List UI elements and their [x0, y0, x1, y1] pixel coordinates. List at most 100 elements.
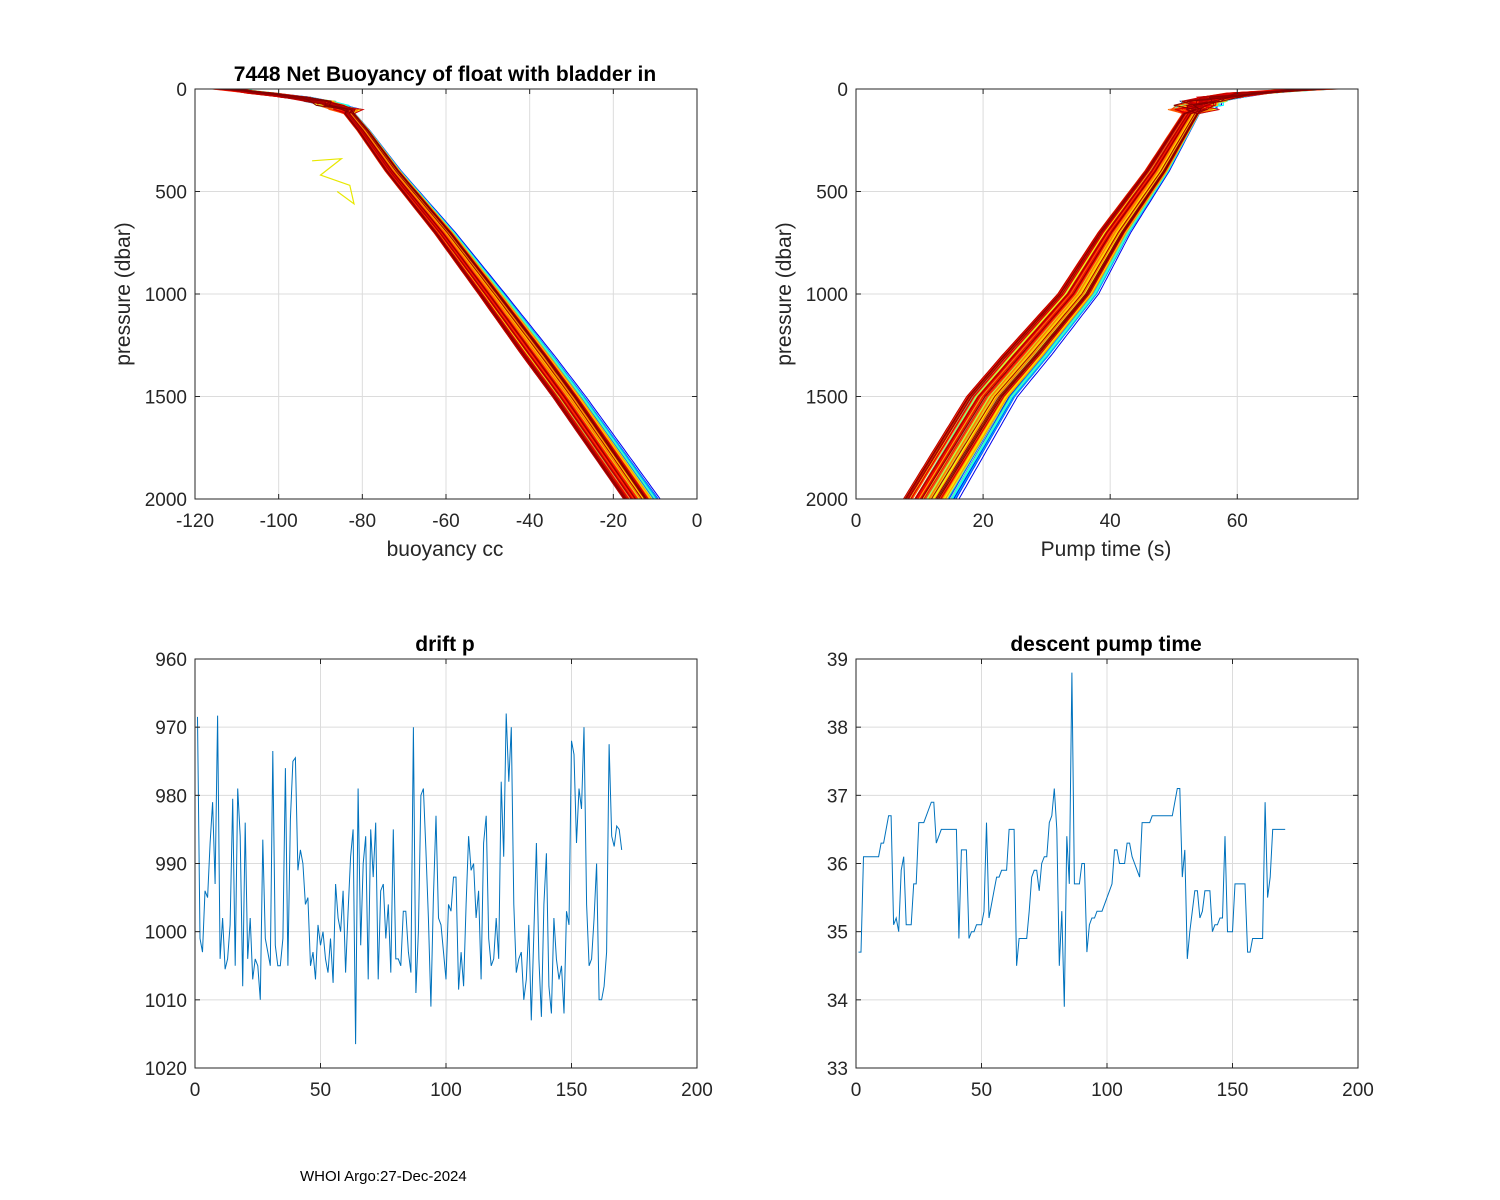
y-tick-label: 1010: [145, 991, 187, 1012]
profile-line: [218, 88, 626, 500]
profile-line: [236, 88, 636, 500]
profile-line: [236, 88, 633, 500]
profile-line: [958, 88, 1331, 500]
profile-line: [945, 88, 1313, 500]
y-tick-label: 1500: [145, 388, 187, 409]
series-line: [197, 713, 623, 1045]
series-line: [858, 672, 1286, 1007]
profile-line: [227, 88, 652, 500]
y-tick-label: 960: [155, 650, 187, 671]
profile-line: [902, 88, 1308, 500]
footer-credit: WHOI Argo:27-Dec-2024: [300, 1168, 467, 1185]
x-tick-label: 200: [681, 1080, 713, 1101]
x-tick-label: 150: [556, 1080, 588, 1101]
y-tick-label: 36: [827, 855, 848, 876]
x-tick-label: 150: [1217, 1080, 1249, 1101]
descent-axes-frame: [855, 658, 1359, 1069]
buoyancy-axes-frame: [194, 88, 698, 500]
pumptime-y-axis-label: pressure (dbar): [773, 222, 796, 366]
drift-pressure-panel: 0 50 100 150 200 960 970 980 990 1000 1010 1020 dri…: [145, 633, 713, 1101]
profile-line: [237, 88, 643, 500]
y-tick-label: 1500: [806, 388, 848, 409]
drift-axes-frame: [194, 658, 698, 1069]
profile-line: [914, 88, 1313, 500]
pumptime-profile-panel: 0 20 40 60 0 500 1000 1500 2000 Pump time (s) pr…: [773, 80, 1359, 561]
drift-tick-labels: 0 50 100 150 200 960 970 980 990 1000 1010 1020: [145, 650, 713, 1101]
y-tick-label: 33: [827, 1059, 848, 1080]
x-tick-label: 50: [971, 1080, 992, 1101]
profile-line: [233, 88, 648, 500]
x-tick-label: -60: [432, 511, 459, 532]
y-tick-label: 35: [827, 923, 848, 944]
profile-line: [915, 88, 1326, 500]
x-tick-label: 100: [430, 1080, 462, 1101]
profile-line: [919, 88, 1327, 500]
pumptime-axes-frame: [855, 88, 1359, 500]
profile-line: [910, 88, 1326, 500]
profile-line: [232, 88, 641, 500]
descent-grid: [855, 658, 1359, 1069]
pumptime-grid: [855, 88, 1358, 500]
x-tick-label: -100: [260, 511, 298, 532]
y-tick-label: 970: [155, 718, 187, 739]
y-tick-label: 39: [827, 650, 848, 671]
buoyancy-x-axis-label: buoyancy cc: [387, 538, 504, 561]
y-tick-label: 2000: [806, 490, 848, 511]
profile-line: [907, 88, 1297, 500]
y-tick-label: 1000: [145, 285, 187, 306]
profile-line: [928, 88, 1321, 500]
y-tick-label: 0: [176, 80, 187, 101]
y-tick-label: 37: [827, 786, 848, 807]
anomaly-profile-line: [312, 157, 355, 206]
x-tick-label: 0: [190, 1080, 201, 1101]
x-tick-label: 0: [851, 511, 862, 532]
x-tick-label: 50: [310, 1080, 331, 1101]
drift-series-line: [197, 713, 623, 1045]
y-tick-label: 1000: [806, 285, 848, 306]
y-tick-label: 980: [155, 786, 187, 807]
buoyancy-chart-title: 7448 Net Buoyancy of float with bladder …: [234, 63, 656, 86]
descent-pump-panel: 0 50 100 150 200 33 34 35 36 37 38 39 descent pump …: [827, 633, 1374, 1101]
x-tick-label: 40: [1100, 511, 1121, 532]
y-tick-label: 2000: [145, 490, 187, 511]
drift-chart-title: drift p: [415, 633, 474, 656]
y-tick-label: 34: [827, 991, 849, 1012]
pumptime-tick-labels: 0 20 40 60 0 500 1000 1500 2000: [806, 80, 1248, 532]
profile-line: [930, 88, 1328, 500]
x-tick-label: 0: [692, 511, 703, 532]
profile-line: [236, 88, 637, 500]
buoyancy-profile-lines: [212, 88, 661, 500]
buoyancy-y-axis-label: pressure (dbar): [112, 222, 135, 366]
descent-series-line: [858, 672, 1286, 1007]
profile-line: [935, 88, 1311, 500]
x-tick-label: 60: [1227, 511, 1248, 532]
x-tick-label: 20: [973, 511, 994, 532]
drift-grid: [194, 658, 698, 1069]
x-tick-label: 200: [1342, 1080, 1374, 1101]
x-tick-label: -80: [349, 511, 376, 532]
buoyancy-tick-labels: -120 -100 -80 -60 -40 -20 0 0 500 1000 1500 2000: [145, 80, 703, 532]
profile-line: [936, 88, 1324, 500]
y-tick-label: 500: [155, 183, 187, 204]
y-tick-label: 0: [837, 80, 848, 101]
profile-line: [216, 88, 627, 500]
x-tick-label: -20: [600, 511, 627, 532]
x-tick-label: -120: [176, 511, 214, 532]
y-tick-label: 500: [816, 183, 848, 204]
x-tick-label: -40: [516, 511, 543, 532]
descent-chart-title: descent pump time: [1010, 633, 1201, 656]
profile-line: [925, 88, 1330, 500]
descent-tick-labels: 0 50 100 150 200 33 34 35 36 37 38 39: [827, 650, 1374, 1101]
x-tick-label: 100: [1091, 1080, 1123, 1101]
y-tick-label: 990: [155, 855, 187, 876]
buoyancy-profile-panel: -120 -100 -80 -60 -40 -20 0 0 500 1000 1500 2000 74…: [112, 63, 702, 561]
pumptime-x-axis-label: Pump time (s): [1041, 538, 1172, 561]
buoyancy-grid: [194, 88, 698, 500]
profile-line: [921, 88, 1327, 500]
profile-line: [224, 88, 625, 500]
y-tick-label: 1020: [145, 1059, 187, 1080]
profile-line: [937, 88, 1321, 500]
y-tick-label: 1000: [145, 923, 187, 944]
x-tick-label: 0: [851, 1080, 862, 1101]
